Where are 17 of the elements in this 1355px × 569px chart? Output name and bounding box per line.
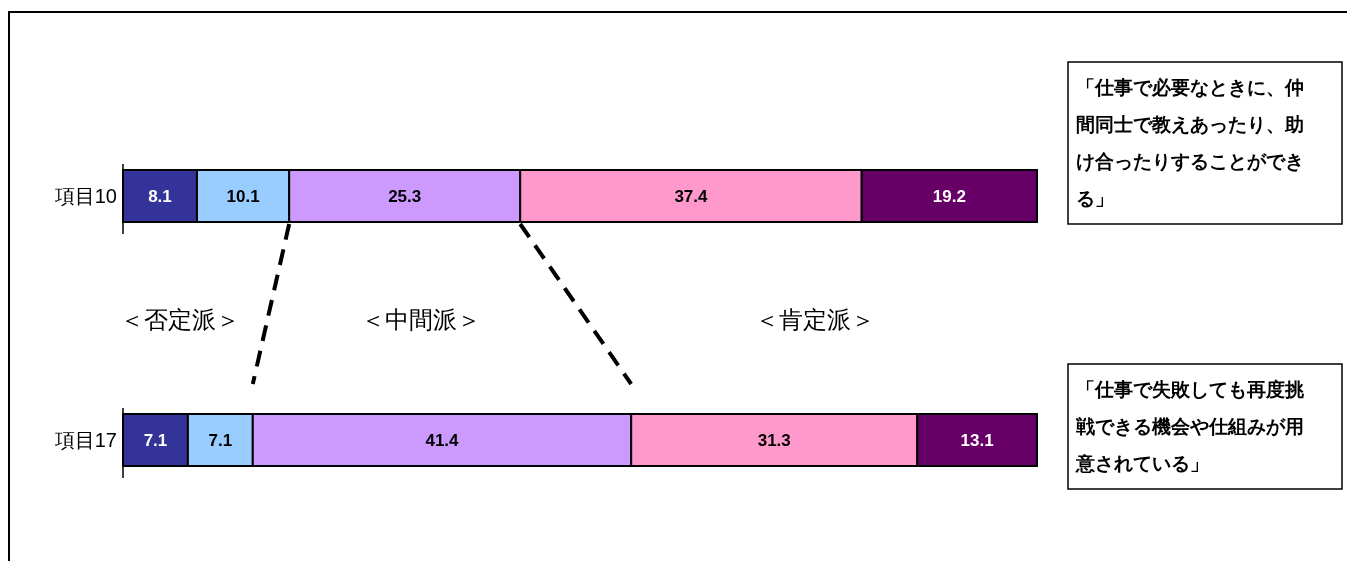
text: 「仕事で必要なときに、仲間同士で教えあったり、助け合ったりすることができる」: [1076, 77, 1304, 209]
text: 「仕事で失敗しても再度挑戦できる機会や仕組みが用意されている」: [1075, 379, 1305, 474]
data-label: 37.4: [674, 186, 709, 206]
text: ＜中間派＞: [361, 306, 481, 333]
data-label: 41.4: [425, 430, 460, 450]
y-tick-label: 項目17: [53, 429, 117, 451]
data-label: 8.1: [148, 186, 172, 206]
data-label: 13.1: [960, 430, 994, 450]
data-label: 7.1: [208, 430, 233, 450]
data-label: 7.1: [143, 430, 168, 450]
text: ＜肯定派＞: [755, 306, 875, 333]
data-label: 31.3: [757, 430, 791, 450]
data-label: 19.2: [932, 186, 966, 206]
data-label: 10.1: [226, 186, 260, 206]
y-tick-label: 項目10: [53, 185, 117, 207]
text: ＜否定派＞: [120, 306, 240, 333]
data-label: 25.3: [388, 186, 422, 206]
